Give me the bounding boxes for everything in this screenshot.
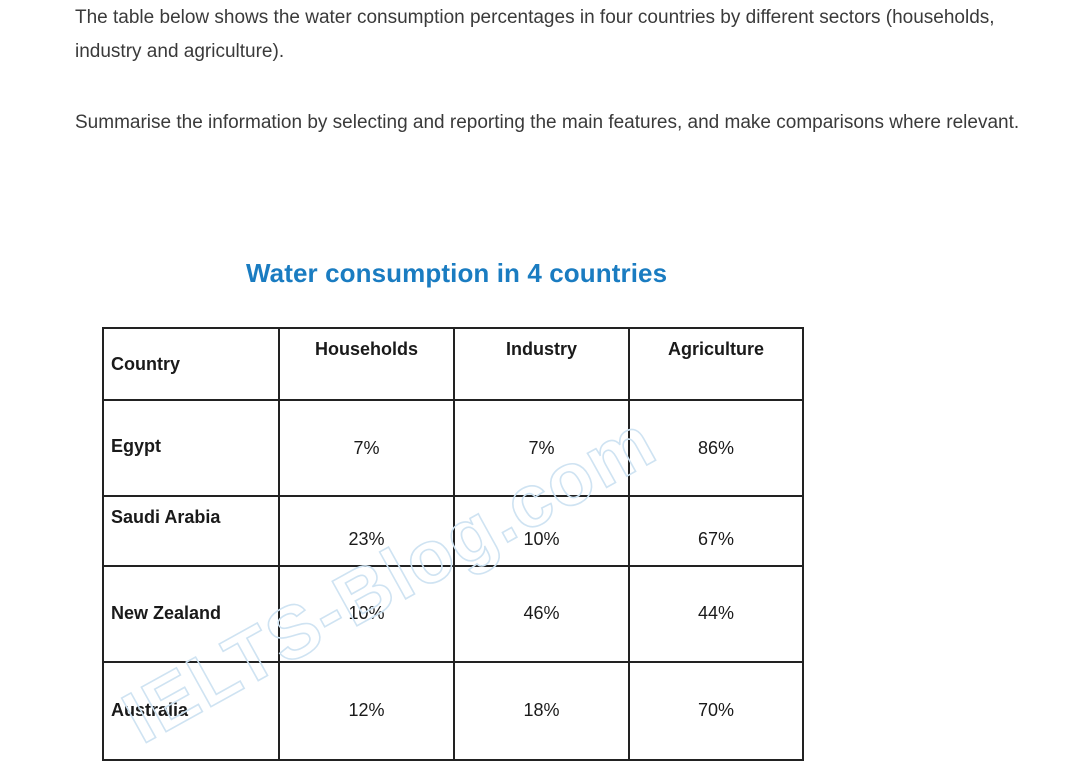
column-header-households: Households	[278, 327, 455, 401]
industry-cell: 7%	[453, 399, 630, 497]
table-row: Australia 12% 18% 70%	[102, 661, 804, 761]
industry-cell: 10%	[453, 495, 630, 567]
column-header-agriculture: Agriculture	[628, 327, 804, 401]
table-row: Egypt 7% 7% 86%	[102, 399, 804, 497]
data-table: Country Households Industry Agriculture …	[102, 327, 804, 761]
column-header-industry: Industry	[453, 327, 630, 401]
agriculture-cell: 86%	[628, 399, 804, 497]
table-row: New Zealand 10% 46% 44%	[102, 565, 804, 663]
households-cell: 10%	[278, 565, 455, 663]
households-cell: 7%	[278, 399, 455, 497]
task-description: The table below shows the water consumpt…	[75, 7, 995, 62]
task-instruction: Summarise the information by selecting a…	[75, 112, 1020, 133]
column-header-country: Country	[102, 327, 280, 401]
country-cell: New Zealand	[102, 565, 280, 663]
country-cell: Australia	[102, 661, 280, 761]
water-consumption-table: Country Households Industry Agriculture …	[102, 327, 804, 761]
agriculture-cell: 67%	[628, 495, 804, 567]
industry-cell: 46%	[453, 565, 630, 663]
country-cell: Saudi Arabia	[102, 495, 280, 567]
agriculture-cell: 44%	[628, 565, 804, 663]
table-row: Saudi Arabia 23% 10% 67%	[102, 495, 804, 567]
industry-cell: 18%	[453, 661, 630, 761]
households-cell: 12%	[278, 661, 455, 761]
table-title: Water consumption in 4 countries	[246, 258, 668, 288]
country-cell: Egypt	[102, 399, 280, 497]
agriculture-cell: 70%	[628, 661, 804, 761]
table-header-row: Country Households Industry Agriculture	[102, 327, 804, 401]
households-cell: 23%	[278, 495, 455, 567]
